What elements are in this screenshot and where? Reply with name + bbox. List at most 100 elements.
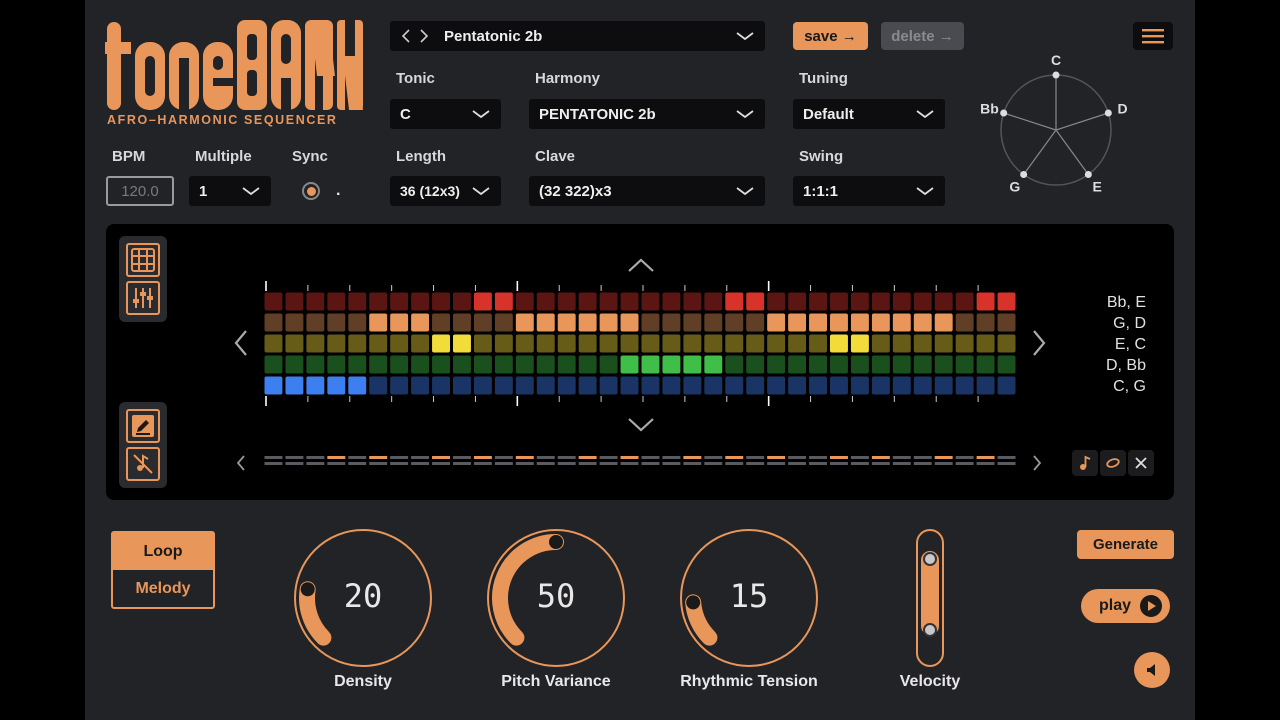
step-cell[interactable] <box>599 334 618 353</box>
step-cell[interactable] <box>746 292 765 311</box>
accent-step[interactable] <box>641 462 660 465</box>
accent-step[interactable] <box>599 456 618 459</box>
accent-step[interactable] <box>683 456 702 459</box>
step-cell[interactable] <box>913 376 932 395</box>
accent-step[interactable] <box>536 462 555 465</box>
step-cell[interactable] <box>830 292 848 311</box>
step-cell[interactable] <box>578 313 597 332</box>
step-cell[interactable] <box>620 355 639 374</box>
step-cell[interactable] <box>369 376 388 395</box>
accent-step[interactable] <box>348 456 367 459</box>
scroll-right-icon[interactable] <box>1030 328 1048 358</box>
accent-step[interactable] <box>997 462 1016 465</box>
accent-step[interactable] <box>997 456 1016 459</box>
accent-step[interactable] <box>767 462 786 465</box>
accent-step[interactable] <box>453 456 471 459</box>
step-cell[interactable] <box>285 334 304 353</box>
step-cell[interactable] <box>599 313 618 332</box>
pencil-tool-button[interactable] <box>126 409 160 443</box>
step-cell[interactable] <box>515 376 534 395</box>
step-cell[interactable] <box>494 376 513 395</box>
step-cell[interactable] <box>536 334 555 353</box>
accent-step[interactable] <box>578 456 597 459</box>
step-cell[interactable] <box>411 292 430 311</box>
accent-step[interactable] <box>494 456 513 459</box>
step-cell[interactable] <box>453 376 471 395</box>
multiple-dropdown[interactable]: 1 <box>189 176 271 206</box>
accent-step[interactable] <box>285 456 304 459</box>
step-cell[interactable] <box>809 376 827 395</box>
step-cell[interactable] <box>871 292 890 311</box>
accent-step[interactable] <box>746 462 765 465</box>
accent-step[interactable] <box>976 462 995 465</box>
step-cell[interactable] <box>683 376 702 395</box>
tonic-dropdown[interactable]: C <box>390 99 501 129</box>
accent-step[interactable] <box>871 456 890 459</box>
step-cell[interactable] <box>453 355 471 374</box>
step-cell[interactable] <box>913 313 932 332</box>
step-cell[interactable] <box>473 376 492 395</box>
step-cell[interactable] <box>578 334 597 353</box>
step-cell[interactable] <box>390 292 409 311</box>
step-cell[interactable] <box>620 313 639 332</box>
step-cell[interactable] <box>327 313 346 332</box>
step-cell[interactable] <box>515 313 534 332</box>
step-cell[interactable] <box>976 376 995 395</box>
step-cell[interactable] <box>871 355 890 374</box>
step-cell[interactable] <box>369 355 388 374</box>
step-cell[interactable] <box>955 355 974 374</box>
step-cell[interactable] <box>411 313 430 332</box>
step-cell[interactable] <box>264 376 283 395</box>
step-cell[interactable] <box>725 376 744 395</box>
accent-step[interactable] <box>913 456 932 459</box>
accent-step[interactable] <box>369 456 388 459</box>
step-cell[interactable] <box>264 292 283 311</box>
step-cell[interactable] <box>411 355 430 374</box>
density-knob[interactable]: 20 <box>294 529 432 667</box>
step-cell[interactable] <box>348 313 367 332</box>
step-cell[interactable] <box>725 292 744 311</box>
accent-step[interactable] <box>830 462 848 465</box>
accent-step[interactable] <box>746 456 765 459</box>
accent-step[interactable] <box>809 456 827 459</box>
step-cell[interactable] <box>850 334 869 353</box>
step-cell[interactable] <box>725 355 744 374</box>
accent-step[interactable] <box>369 462 388 465</box>
step-cell[interactable] <box>453 334 471 353</box>
accent-step[interactable] <box>871 462 890 465</box>
step-cell[interactable] <box>683 334 702 353</box>
step-cell[interactable] <box>285 355 304 374</box>
step-cell[interactable] <box>473 292 492 311</box>
step-cell[interactable] <box>704 313 723 332</box>
step-cell[interactable] <box>934 355 953 374</box>
step-cell[interactable] <box>767 292 786 311</box>
accent-step[interactable] <box>411 456 430 459</box>
accent-strip[interactable] <box>263 452 1017 474</box>
melody-mode-button[interactable]: Melody <box>135 579 191 597</box>
accent-step[interactable] <box>725 456 744 459</box>
loop-button[interactable] <box>1100 450 1126 476</box>
accent-step[interactable] <box>788 462 807 465</box>
step-cell[interactable] <box>934 334 953 353</box>
accent-step[interactable] <box>306 462 325 465</box>
step-cell[interactable] <box>704 376 723 395</box>
accent-step[interactable] <box>767 456 786 459</box>
accent-step[interactable] <box>578 462 597 465</box>
clave-dropdown[interactable]: (32 322)x3 <box>529 176 765 206</box>
step-cell[interactable] <box>662 313 681 332</box>
step-cell[interactable] <box>788 313 807 332</box>
accent-step[interactable] <box>955 462 974 465</box>
step-cell[interactable] <box>369 313 388 332</box>
step-cell[interactable] <box>641 313 660 332</box>
step-cell[interactable] <box>809 292 827 311</box>
accent-step[interactable] <box>473 456 492 459</box>
step-cell[interactable] <box>850 292 869 311</box>
accent-step[interactable] <box>725 462 744 465</box>
clear-button[interactable] <box>1128 450 1154 476</box>
step-cell[interactable] <box>306 355 325 374</box>
accent-step[interactable] <box>620 462 639 465</box>
step-cell[interactable] <box>704 334 723 353</box>
step-cell[interactable] <box>578 292 597 311</box>
step-cell[interactable] <box>327 355 346 374</box>
step-cell[interactable] <box>432 313 450 332</box>
